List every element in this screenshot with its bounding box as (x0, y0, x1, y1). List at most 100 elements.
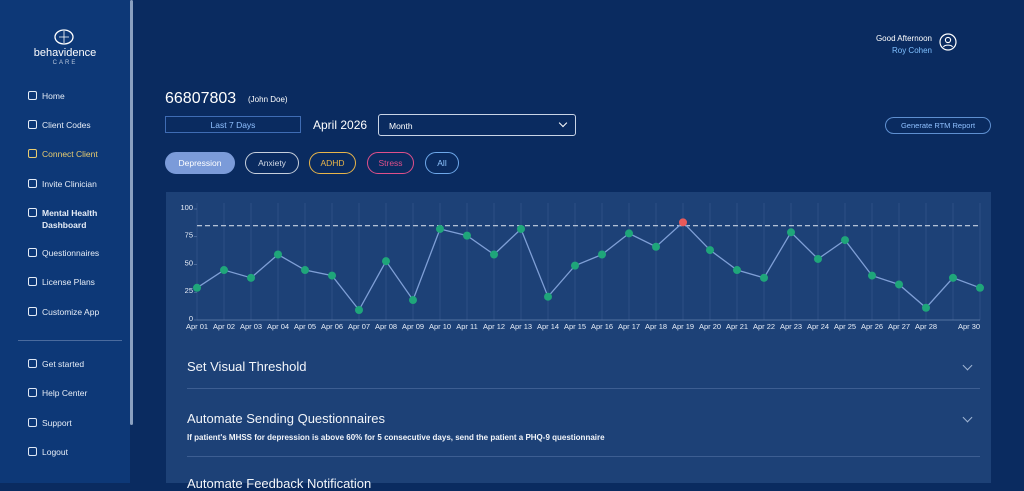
filter-pill[interactable]: Depression (165, 152, 235, 174)
nav-icon (28, 307, 37, 316)
nav-icon (28, 417, 37, 427)
user-name[interactable]: Roy Cohen (891, 46, 932, 55)
nav-icon (28, 208, 37, 217)
x-tick-label: Apr 06 (321, 322, 343, 331)
section-title[interactable]: Set Visual Threshold (187, 359, 307, 374)
x-tick-label: Apr 28 (915, 322, 937, 331)
nav-icon (28, 248, 37, 257)
nav-item[interactable]: License Plans (28, 276, 95, 288)
x-tick-label: Apr 18 (645, 322, 667, 331)
nav-icon (28, 91, 37, 100)
data-point (463, 231, 471, 240)
divider (18, 340, 122, 341)
nav-item[interactable]: Help Center (28, 387, 87, 399)
data-point (652, 242, 660, 251)
data-point (220, 266, 228, 275)
nav-icon (28, 179, 37, 188)
data-point (949, 273, 957, 282)
y-tick-label: 50 (185, 258, 193, 267)
x-tick-label: Apr 21 (726, 322, 748, 331)
sidebar: behavidence CARE Home Client Codes Connect… (0, 0, 130, 483)
logo-icon (54, 29, 74, 45)
nav-label: Invite Clinician (42, 179, 97, 189)
x-tick-label: Apr 27 (888, 322, 910, 331)
nav-label: Questionnaires (42, 248, 100, 258)
nav-icon (28, 149, 37, 158)
data-point (760, 273, 768, 282)
nav-icon (28, 277, 37, 286)
brand-sub: CARE (52, 60, 78, 66)
data-point (625, 229, 633, 238)
divider (187, 388, 980, 389)
data-point (571, 261, 579, 270)
section-title[interactable]: Automate Sending Questionnaires (187, 411, 386, 426)
nav-label: Client Codes (42, 120, 91, 130)
nav-item[interactable]: Mental Health Dashboard (28, 207, 108, 231)
nav-item[interactable]: Support (28, 417, 72, 429)
x-tick-label: Apr 04 (267, 322, 289, 331)
month-label: April 2026 (313, 118, 368, 132)
nav-item[interactable]: Customize App (28, 306, 99, 318)
x-tick-label: Apr 03 (240, 322, 262, 331)
range-button[interactable]: Last 7 Days (165, 116, 301, 133)
nav-item[interactable]: Home (28, 90, 65, 102)
nav-item[interactable]: Get started (28, 358, 84, 370)
nav-label: Customize App (42, 307, 100, 317)
data-point (193, 283, 201, 292)
nav-label: Mental Health Dashboard (42, 208, 98, 230)
x-tick-label: Apr 05 (294, 322, 316, 331)
nav-icon (28, 120, 37, 129)
x-tick-label: Apr 19 (672, 322, 694, 331)
report-button[interactable]: Generate RTM Report (885, 117, 991, 134)
nav-item[interactable]: Questionnaires (28, 247, 99, 259)
x-tick-label: Apr 12 (483, 322, 505, 331)
x-tick-label: Apr 11 (456, 322, 478, 331)
data-point (274, 250, 282, 259)
nav-icon (28, 359, 37, 368)
filter-pill[interactable]: ADHD (309, 152, 356, 174)
x-tick-label: Apr 20 (699, 322, 721, 331)
y-tick-label: 100 (180, 203, 193, 212)
nav-label: Connect Client (42, 149, 98, 159)
x-tick-label: Apr 16 (591, 322, 613, 331)
x-tick-label: Apr 14 (537, 322, 559, 331)
data-point (895, 280, 903, 289)
data-point (733, 266, 741, 275)
x-tick-label: Apr 25 (834, 322, 856, 331)
data-point (409, 296, 417, 305)
filter-pill[interactable]: Anxiety (245, 152, 299, 174)
x-tick-label: Apr 01 (186, 322, 208, 331)
select-arrow (558, 118, 568, 128)
data-point (706, 246, 714, 255)
data-point (490, 250, 498, 259)
scrollbar (130, 0, 133, 425)
nav-item[interactable]: Client Codes (28, 119, 91, 131)
panel (166, 192, 991, 483)
x-tick-label: Apr 24 (807, 322, 829, 331)
nav-item[interactable]: Connect Client (28, 148, 98, 160)
data-point (787, 228, 795, 237)
divider (187, 456, 980, 457)
section-title[interactable]: Automate Feedback Notification (187, 476, 372, 491)
filter-pill[interactable]: Stress (367, 152, 414, 174)
nav-icon (28, 446, 37, 456)
data-point (328, 271, 336, 280)
user-icon[interactable] (939, 33, 957, 51)
period-select[interactable]: Month (378, 114, 576, 136)
nav-label: Support (42, 417, 72, 428)
line (196, 221, 981, 312)
greeting: Good Afternoon (875, 34, 932, 43)
data-point (436, 224, 444, 233)
data-point (922, 303, 930, 312)
nav-item[interactable]: Logout (28, 446, 68, 458)
brand-name: behavidence (33, 47, 97, 59)
filter-pill[interactable]: All (425, 152, 459, 174)
nav-item[interactable]: Invite Clinician (28, 178, 97, 190)
data-point (679, 218, 687, 227)
x-tick-label: Apr 17 (618, 322, 640, 331)
data-point (598, 250, 606, 259)
nav-label: Get started (42, 359, 85, 369)
nav-label: Logout (42, 446, 68, 457)
patient-id: 66807803 (165, 90, 237, 107)
